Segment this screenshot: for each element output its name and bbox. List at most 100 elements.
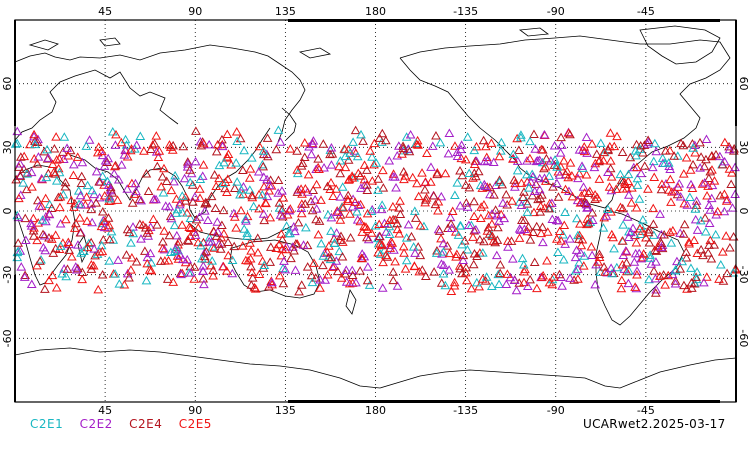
observation-marker-c2e4 (388, 267, 399, 276)
left-frame-bar (14, 20, 16, 126)
observation-marker-c2e2 (356, 183, 366, 192)
observation-marker-c2e1 (431, 248, 442, 257)
observation-marker-c2e5 (94, 247, 105, 256)
observation-marker-c2e2 (75, 190, 86, 200)
observation-marker-c2e2 (288, 221, 299, 231)
observation-marker-c2e1 (334, 246, 345, 256)
observation-marker-c2e5 (206, 260, 216, 270)
observation-marker-c2e2 (715, 151, 725, 161)
observation-marker-c2e4 (494, 175, 505, 184)
observation-marker-c2e5 (496, 209, 507, 219)
observation-marker-c2e5 (709, 176, 720, 185)
observation-marker-c2e5 (184, 222, 195, 232)
observation-marker-c2e2 (91, 166, 102, 176)
latitude-tick-label: 60 (1, 77, 14, 91)
observation-marker-c2e4 (306, 270, 317, 280)
observation-marker-c2e2 (719, 156, 730, 166)
observation-marker-c2e2 (691, 196, 702, 205)
observation-marker-c2e2 (503, 242, 513, 251)
observation-marker-c2e5 (337, 237, 348, 246)
observation-marker-c2e4 (621, 258, 632, 267)
observation-marker-c2e2 (564, 186, 574, 195)
observation-marker-c2e4 (599, 262, 609, 271)
observation-marker-c2e4 (489, 190, 499, 199)
observation-marker-c2e4 (358, 136, 368, 145)
observation-marker-c2e2 (160, 201, 171, 210)
observation-marker-c2e1 (486, 281, 497, 290)
observation-marker-c2e4 (446, 219, 456, 228)
observation-marker-c2e5 (579, 142, 590, 151)
observation-marker-c2e2 (462, 202, 473, 211)
observation-marker-c2e4 (656, 238, 667, 247)
observation-marker-c2e5 (222, 153, 233, 162)
observation-marker-c2e1 (524, 183, 534, 192)
observation-marker-c2e5 (297, 189, 307, 198)
observation-marker-c2e4 (105, 182, 116, 192)
observation-marker-c2e5 (519, 267, 530, 276)
observation-marker-c2e5 (586, 242, 597, 251)
observation-marker-c2e1 (508, 149, 519, 158)
observation-marker-c2e4 (455, 165, 465, 175)
observation-marker-c2e4 (185, 165, 195, 174)
observation-marker-c2e2 (308, 136, 319, 145)
observation-marker-c2e1 (631, 150, 641, 160)
observation-marker-c2e5 (331, 184, 342, 193)
observation-marker-c2e4 (142, 228, 153, 237)
observation-marker-c2e2 (534, 173, 545, 183)
observation-marker-c2e2 (347, 201, 358, 211)
left-latitude-labels: 60 30 0 -30 -60 (1, 77, 14, 348)
observation-marker-c2e5 (209, 243, 220, 252)
observation-marker-c2e5 (48, 167, 59, 177)
observation-marker-c2e5 (529, 207, 539, 217)
observation-marker-c2e5 (245, 253, 256, 263)
observation-marker-c2e4 (274, 198, 285, 207)
observation-marker-c2e5 (388, 201, 398, 211)
observation-marker-c2e1 (316, 238, 327, 248)
observation-marker-c2e4 (313, 154, 324, 163)
observation-marker-c2e2 (446, 223, 457, 233)
observation-marker-c2e1 (218, 178, 228, 188)
observation-marker-c2e5 (231, 127, 242, 136)
observation-marker-c2e5 (575, 198, 586, 207)
observation-marker-c2e4 (188, 197, 198, 206)
observation-marker-c2e2 (634, 248, 645, 258)
observation-marker-c2e1 (104, 256, 115, 265)
observation-marker-c2e4 (506, 236, 517, 245)
latitude-tick-label: -30 (1, 266, 14, 284)
observation-marker-c2e2 (131, 186, 141, 196)
longitude-tick-label: 135 (275, 404, 296, 417)
observation-marker-c2e1 (337, 182, 348, 191)
observation-marker-c2e5 (433, 206, 443, 215)
longitude-tick-label: 90 (188, 5, 202, 18)
observation-marker-c2e4 (522, 199, 533, 208)
observation-marker-c2e4 (277, 234, 288, 244)
observation-marker-c2e5 (29, 223, 39, 232)
observation-marker-c2e4 (347, 270, 358, 279)
observation-marker-c2e2 (705, 205, 716, 214)
observation-marker-c2e1 (82, 180, 93, 190)
observation-marker-c2e5 (619, 177, 630, 187)
observation-marker-c2e2 (289, 226, 300, 236)
observation-marker-c2e2 (275, 210, 286, 219)
observation-marker-c2e1 (560, 207, 570, 216)
observation-marker-c2e4 (246, 280, 257, 289)
observation-marker-c2e4 (528, 227, 538, 236)
observation-marker-c2e1 (239, 224, 250, 233)
observation-marker-c2e4 (726, 179, 737, 189)
observation-marker-c2e5 (219, 228, 229, 238)
observation-marker-c2e1 (477, 248, 488, 257)
observation-marker-c2e5 (660, 280, 671, 289)
observation-marker-c2e5 (347, 171, 357, 180)
observation-marker-c2e4 (103, 213, 114, 222)
observation-marker-c2e4 (293, 217, 304, 227)
observation-marker-c2e4 (644, 224, 654, 234)
observation-marker-c2e5 (296, 208, 307, 218)
observation-marker-c2e2 (39, 231, 50, 240)
observation-marker-c2e4 (162, 274, 173, 283)
observation-marker-c2e2 (547, 214, 558, 223)
observation-marker-c2e2 (55, 218, 66, 228)
observation-marker-c2e4 (643, 135, 654, 144)
observation-marker-c2e5 (400, 264, 411, 273)
observation-marker-c2e1 (37, 215, 48, 224)
longitude-tick-label: -90 (547, 404, 565, 417)
